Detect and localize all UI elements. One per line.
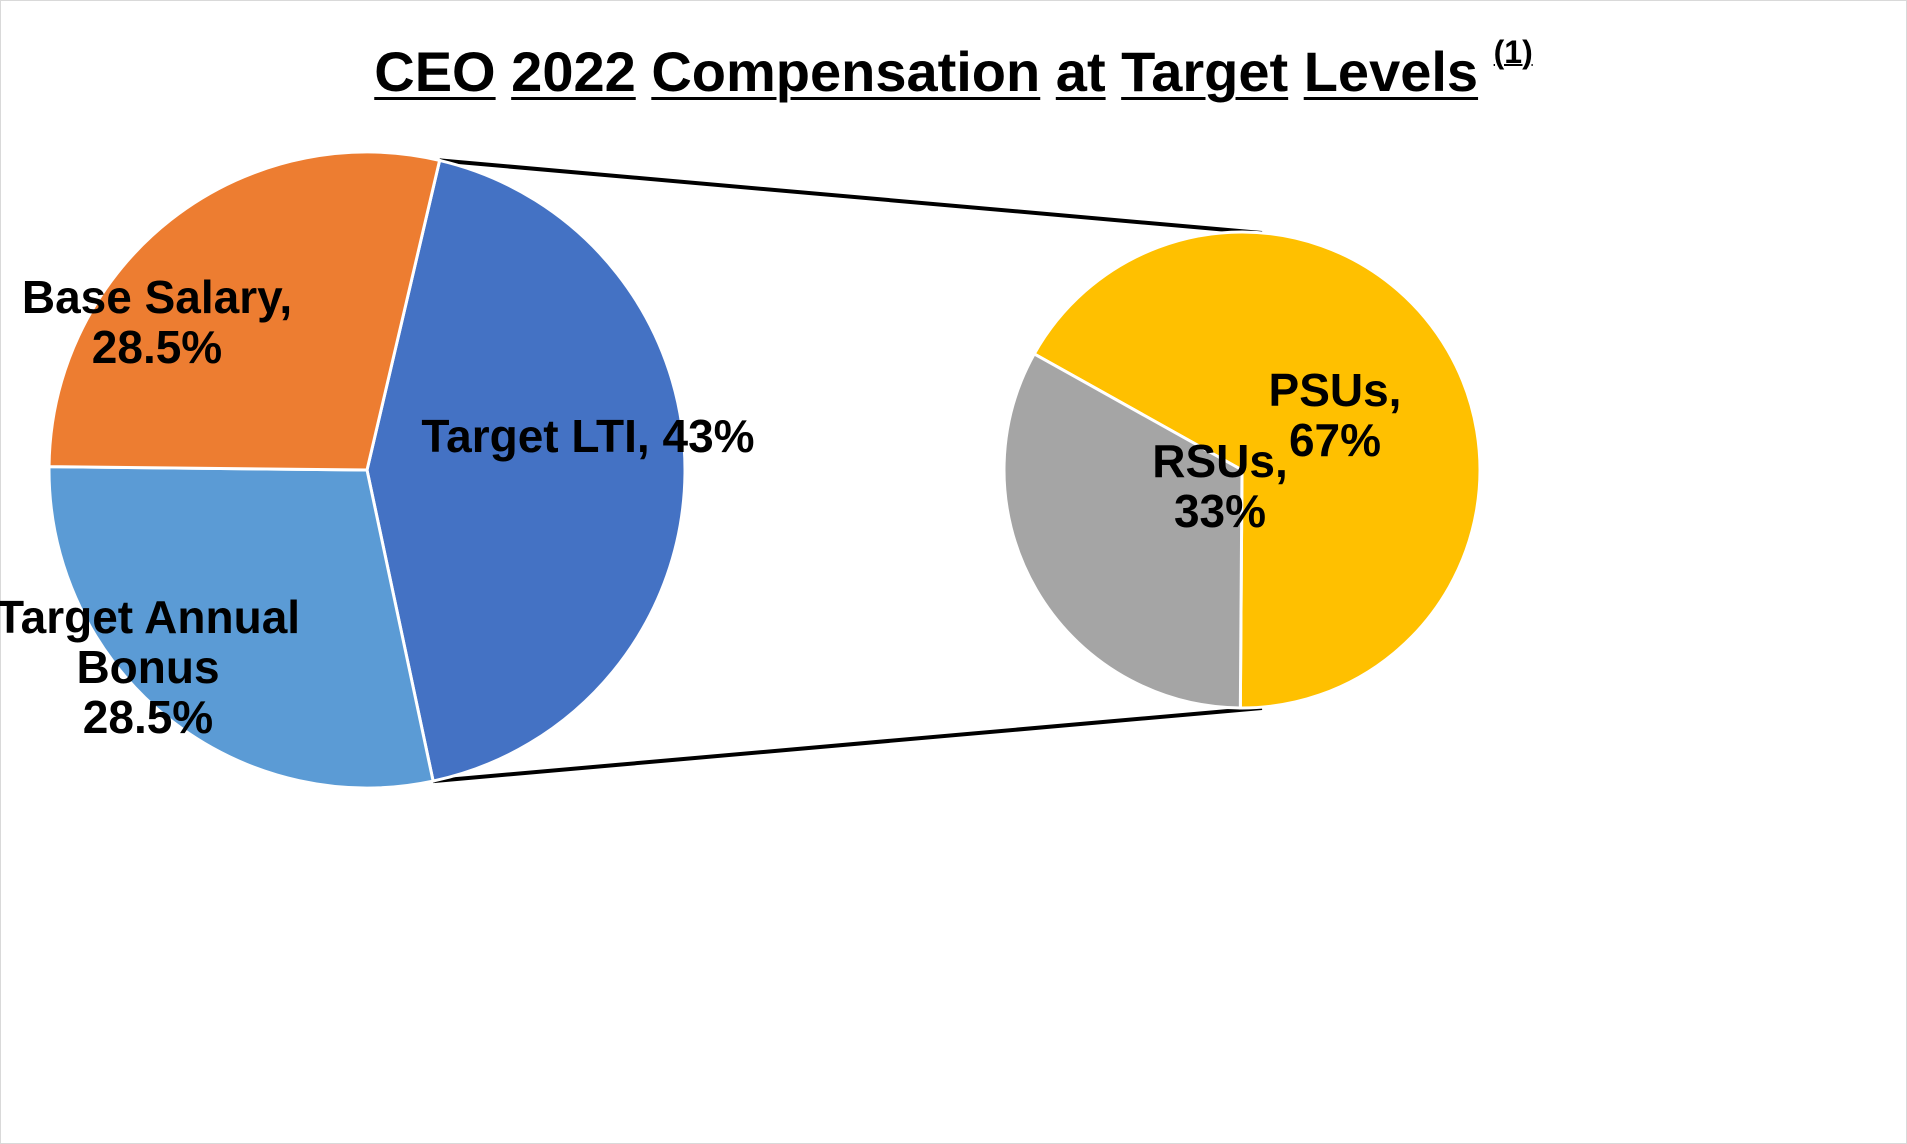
breakout-label-rsus: RSUs, 33% [1152, 435, 1287, 537]
main-label-base-salary: Base Salary, 28.5% [22, 271, 292, 373]
main-label-target-annual-bonus: Target Annual Bonus 28.5% [0, 591, 300, 743]
main-slice-target-annual-bonus [47, 465, 435, 790]
title-word: Target [1121, 40, 1289, 103]
data-labels: Target LTI, 43% Target Annual Bonus 28.5% Ba… [0, 271, 1401, 743]
main-pie [47, 150, 687, 790]
connector-line-bottom [432, 706, 1263, 784]
connector-line-top [439, 158, 1263, 235]
title-word: 2022 [511, 40, 636, 103]
connector-lines [432, 158, 1263, 784]
main-slice-target-lti [365, 158, 687, 783]
title-footnote: (1) [1493, 34, 1533, 70]
title-word: Compensation [651, 40, 1041, 103]
breakout-slice-rsus [1002, 351, 1244, 710]
main-slice-base-salary [47, 150, 442, 472]
main-label-target-lti: Target LTI, 43% [421, 410, 754, 462]
title-word: at [1055, 40, 1106, 103]
title-word: Levels [1303, 40, 1479, 103]
title-word: CEO [374, 40, 496, 103]
breakout-slice-psus [1032, 230, 1482, 710]
breakout-pie [1002, 230, 1482, 710]
breakout-label-psus: PSUs, 67% [1269, 364, 1402, 466]
chart-title: CEO 2022 Compensation at Target Levels (… [0, 34, 1907, 104]
